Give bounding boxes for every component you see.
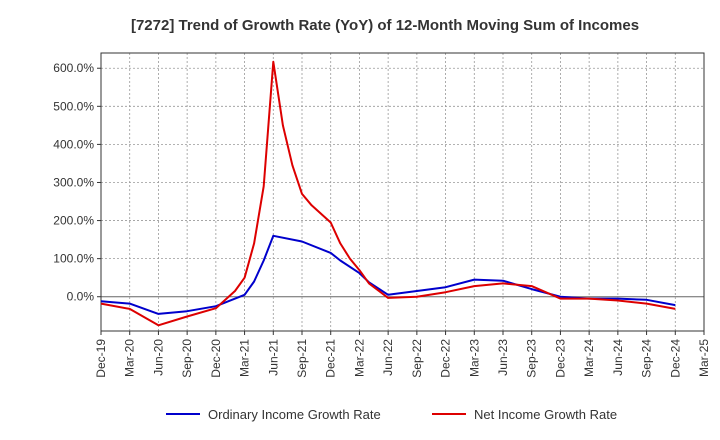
x-tick-label: Sep-24 <box>640 339 654 378</box>
x-tick-label: Mar-23 <box>467 339 481 377</box>
x-tick-label: Sep-21 <box>295 339 309 378</box>
x-tick-label: Jun-22 <box>381 339 395 376</box>
x-tick-label: Mar-25 <box>697 339 711 377</box>
x-tick-label: Mar-24 <box>582 339 596 377</box>
x-tick-label: Mar-20 <box>123 339 137 377</box>
series-line-2 <box>100 60 676 327</box>
x-tick-label: Dec-23 <box>553 339 567 378</box>
x-tick-label: Sep-23 <box>525 339 539 378</box>
y-tick-label: 100.0% <box>53 252 94 266</box>
x-tick-label: Jun-20 <box>151 339 165 376</box>
y-tick-label: 500.0% <box>53 99 94 113</box>
y-tick-label: 600.0% <box>53 61 94 75</box>
grid-lines <box>100 53 705 331</box>
x-tick-label: Mar-22 <box>352 339 366 377</box>
y-tick-label: 0.0% <box>67 290 95 304</box>
series-line-1 <box>100 234 676 315</box>
y-tick-label: 300.0% <box>53 175 94 189</box>
x-tick-label: Dec-19 <box>94 339 108 378</box>
data-series <box>100 60 676 327</box>
x-axis-ticks: Dec-19 Mar-20 Jun-20 Sep-20 Dec-20 Mar-21 Jun-… <box>94 331 711 378</box>
x-tick-label: Dec-20 <box>209 339 223 378</box>
y-axis-ticks: 0.0% 100.0% 200.0% 300.0% 400.0% 500.0% 600.0% <box>53 61 101 304</box>
x-tick-label: Jun-24 <box>611 339 625 376</box>
x-tick-label: Mar-21 <box>238 339 252 377</box>
plot-frame <box>100 52 705 332</box>
legend-label: Ordinary Income Growth Rate <box>208 407 381 422</box>
x-tick-label: Sep-22 <box>410 339 424 378</box>
legend-label: Net Income Growth Rate <box>474 407 617 422</box>
y-tick-label: 200.0% <box>53 214 94 228</box>
x-tick-label: Dec-24 <box>668 339 682 378</box>
x-tick-label: Jun-21 <box>266 339 280 376</box>
x-tick-label: Dec-22 <box>439 339 453 378</box>
x-tick-label: Sep-20 <box>180 339 194 378</box>
x-tick-label: Dec-21 <box>324 339 338 378</box>
chart-title: [7272] Trend of Growth Rate (YoY) of 12-… <box>131 17 639 34</box>
x-tick-label: Jun-23 <box>496 339 510 376</box>
y-tick-label: 400.0% <box>53 137 94 151</box>
legend: Ordinary Income Growth Rate Net Income Gr… <box>166 407 617 422</box>
